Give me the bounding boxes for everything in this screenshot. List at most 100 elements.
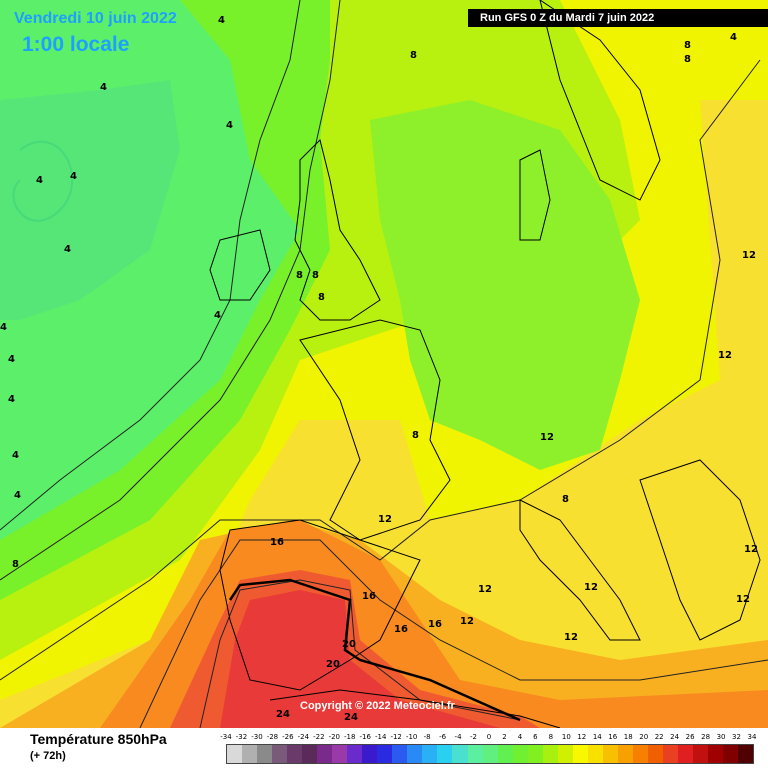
- contour-label: 8: [562, 494, 569, 505]
- colorbar-tick-label: -28: [266, 733, 279, 741]
- colorbar-tick-label: -4: [454, 733, 462, 741]
- colorbar-swatch: [497, 745, 513, 763]
- contour-label: 4: [218, 15, 225, 26]
- contour-label: 4: [214, 310, 221, 321]
- field-20-22: [220, 590, 500, 728]
- colorbar-swatch: [708, 745, 724, 763]
- colorbar-tick-label: 16: [608, 733, 618, 741]
- colorbar-swatch: [527, 745, 543, 763]
- colorbar-swatch: [647, 745, 663, 763]
- contour-label: 20: [326, 659, 340, 670]
- colorbar-swatch: [302, 745, 318, 763]
- colorbar-swatch: [227, 745, 243, 763]
- colorbar-tick-label: -30: [251, 733, 263, 741]
- colorbar-tick-label: 2: [502, 733, 507, 741]
- contour-label: 12: [564, 632, 578, 643]
- colorbar-tick-label: 8: [548, 733, 554, 741]
- colorbar-tick-label: -32: [235, 733, 248, 741]
- colorbar-swatch: [437, 745, 453, 763]
- colorbar-swatch: [738, 745, 754, 763]
- contour-label: 4: [36, 175, 43, 186]
- coastline-iberia: [219, 519, 421, 691]
- colorbar-swatch: [482, 745, 498, 763]
- colorbar-tick-label: 32: [732, 733, 741, 741]
- contour-label: 12: [742, 250, 756, 261]
- contour-label: 12: [478, 584, 492, 595]
- colorbar-swatch: [452, 745, 468, 763]
- contour-label: 4: [100, 82, 107, 93]
- contour-label: 4: [730, 32, 737, 43]
- contour-label: 4: [0, 322, 7, 333]
- legend-subtitle: (+ 72h): [30, 750, 66, 762]
- colorbar-tick-label: -20: [328, 733, 340, 741]
- coastline-denmark: [519, 149, 551, 241]
- colorbar-swatch: [557, 745, 573, 763]
- forecast-date: Vendredi 10 juin 2022: [14, 10, 177, 27]
- colorbar-tick-label: 24: [670, 733, 680, 741]
- colorbar-swatch: [542, 745, 558, 763]
- run-banner: Run GFS 0 Z du Mardi 7 juin 2022: [468, 9, 768, 27]
- isotherm-16: [139, 539, 768, 728]
- contour-label: 8: [410, 50, 417, 61]
- contour-label: 12: [460, 616, 474, 627]
- colorbar-swatch: [317, 745, 333, 763]
- colorbar-swatch: [407, 745, 423, 763]
- field-cooler-west: [0, 80, 180, 320]
- coastline-ireland: [209, 229, 271, 301]
- colorbar-tick-label: 20: [639, 733, 649, 741]
- contour-label: 8: [318, 292, 325, 303]
- colorbar-tick-label: -26: [282, 733, 294, 741]
- contour-label: 12: [736, 594, 750, 605]
- contour-label: 12: [718, 350, 732, 361]
- coastline-italy: [519, 499, 641, 641]
- colorbar-swatch: [512, 745, 528, 763]
- contour-label: 12: [540, 432, 554, 443]
- colorbar-swatch: [602, 745, 618, 763]
- contour-label: 12: [584, 582, 598, 593]
- colorbar-tick-label: 12: [577, 733, 587, 741]
- contour-label: 16: [394, 624, 408, 635]
- colorbar-swatch: [723, 745, 739, 763]
- coastline-balkans: [639, 459, 761, 641]
- colorbar-swatch: [677, 745, 693, 763]
- coastline-north-africa: [269, 689, 561, 728]
- colorbar-tick-label: -6: [439, 733, 447, 741]
- contour-label: 4: [8, 354, 15, 365]
- contour-label: 4: [64, 244, 71, 255]
- contour-label: 24: [344, 712, 358, 723]
- colorbar-swatch: [392, 745, 408, 763]
- colorbar-tick-label: -24: [297, 733, 310, 741]
- colorbar-tick-label: -8: [423, 733, 431, 741]
- colorbar-swatch: [242, 745, 258, 763]
- contour-label: 4: [14, 490, 21, 501]
- colorbar-tick-label: 0: [486, 733, 492, 741]
- contour-label: 4: [12, 450, 19, 461]
- legend-title: Température 850hPa: [30, 731, 167, 747]
- contour-label: 16: [270, 537, 284, 548]
- colorbar: [226, 744, 754, 764]
- contour-label: 4: [8, 394, 15, 405]
- contour-label: 16: [362, 591, 376, 602]
- colorbar-tick-label: 22: [654, 733, 664, 741]
- contour-label: 20: [342, 639, 356, 650]
- copyright: Copyright © 2022 Meteociel.fr: [300, 700, 455, 712]
- colorbar-swatch: [377, 745, 393, 763]
- colorbar-swatch: [287, 745, 303, 763]
- contour-label: 12: [378, 514, 392, 525]
- field-12-14: [0, 100, 768, 728]
- contour-label: 8: [296, 270, 303, 281]
- colorbar-ticks: -34 -32 -30 -28 -26 -24 -22 -20 -18 -16 -14 -12 -10-…: [219, 733, 759, 743]
- field-green-central: [370, 100, 640, 470]
- colorbar-swatch: [362, 745, 378, 763]
- contour-label: 8: [684, 54, 691, 65]
- colorbar-tick-label: -12: [390, 733, 402, 741]
- colorbar-tick-label: 6: [533, 733, 538, 741]
- colorbar-tick-label: -18: [344, 733, 356, 741]
- contour-label: 8: [684, 40, 691, 51]
- contour-label: 12: [744, 544, 758, 555]
- colorbar-tick-label: -22: [313, 733, 325, 741]
- colorbar-tick-label: 4: [517, 733, 523, 741]
- colorbar-swatch: [467, 745, 483, 763]
- coastline-britain: [294, 139, 381, 321]
- colorbar-tick-label: 28: [701, 733, 711, 741]
